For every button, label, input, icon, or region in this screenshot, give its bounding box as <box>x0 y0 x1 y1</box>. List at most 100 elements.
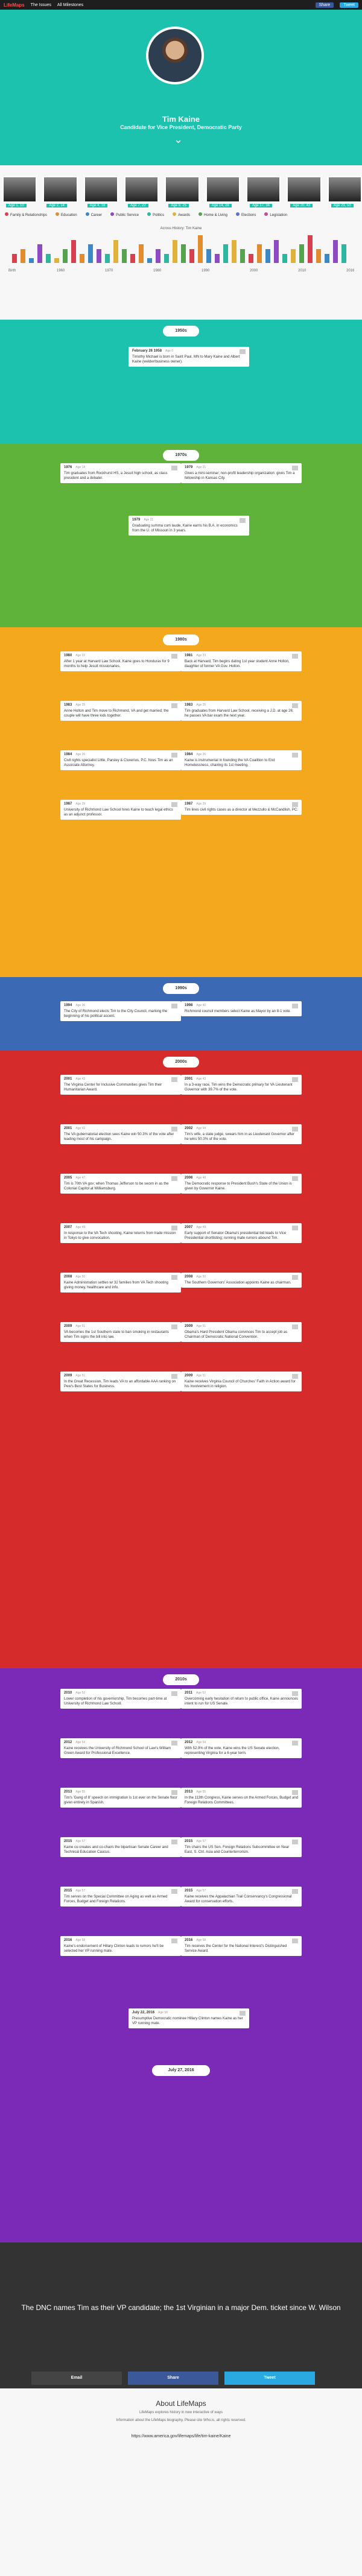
histogram-bar[interactable] <box>308 235 313 263</box>
milestone-card[interactable]: 2013 Age 55 Tim's 'Gang of 8' speech on im… <box>60 1788 181 1808</box>
histogram-bar[interactable] <box>12 253 17 263</box>
milestone-card[interactable]: 2001 Age 43 The VA gubernatorial election … <box>60 1124 181 1144</box>
histogram-bar[interactable] <box>325 253 329 263</box>
histogram-bar[interactable] <box>80 253 84 263</box>
histogram-bar[interactable] <box>291 249 296 263</box>
histogram-bar[interactable] <box>206 249 211 263</box>
milestone-card[interactable]: July 22, 2016 Age 58 Presumptive Democrati… <box>129 2008 249 2028</box>
milestone-card[interactable]: 2016 Age 58 Kaine's endorsement of Hillary… <box>60 1936 181 1956</box>
milestone-card[interactable]: 1983 Age 25 Anne Holton and Tim move to Ri… <box>60 701 181 721</box>
milestone-card[interactable]: February 26 1958 Age 0 Timothy Michael is … <box>129 347 249 367</box>
milestone-card[interactable]: 1984 Age 26 Civil rights specialist Little… <box>60 750 181 770</box>
photo-thumb[interactable]: Age 1, 10 <box>2 176 37 207</box>
histogram-bar[interactable] <box>122 249 127 263</box>
photo-thumb[interactable]: Age 7, 22 <box>124 176 159 207</box>
all-milestones-link[interactable]: All Milestones <box>57 2 84 7</box>
milestone-card[interactable]: 1980 Age 22 After 1 year at Harvard Law Sc… <box>60 651 181 671</box>
photo-thumb[interactable]: Age 20, 43 <box>287 176 322 207</box>
histogram-bar[interactable] <box>139 244 144 263</box>
legend-item[interactable]: Family & Relationships <box>5 212 47 226</box>
histogram-bar[interactable] <box>46 253 51 263</box>
histogram-bar[interactable] <box>274 239 279 263</box>
histogram-bar[interactable] <box>130 253 135 263</box>
facebook-share-button[interactable]: Share <box>315 2 334 8</box>
legend-item[interactable]: Public Service <box>110 212 139 226</box>
milestone-card[interactable]: 1979 Age 21 Graduating summa cum laude, Ka… <box>129 516 249 536</box>
milestone-card[interactable]: 2010 Age 52 Lower completion of his govern… <box>60 1689 181 1709</box>
legend-item[interactable]: Education <box>56 212 77 226</box>
milestone-card[interactable]: 2008 Age 50 Kaine Administration settles w… <box>60 1273 181 1293</box>
histogram-bar[interactable] <box>299 244 304 263</box>
milestone-card[interactable]: 2015 Age 57 Tim chairs the US Sen. Foreign… <box>181 1837 302 1857</box>
milestone-card[interactable]: 2002 Age 44 Tim's wife, a state judge, swe… <box>181 1124 302 1144</box>
tweet-button[interactable]: Tweet <box>224 2372 315 2385</box>
milestone-card[interactable]: 1979 Age 21 Gives a mini-seminar; non-prof… <box>181 463 302 483</box>
photo-thumb[interactable]: Age 2, 14 <box>43 176 78 207</box>
legend-item[interactable]: Politics <box>147 212 164 226</box>
milestone-card[interactable]: 1994 Age 36 The City of Richmond elects Ti… <box>60 1001 181 1021</box>
histogram-bar[interactable] <box>63 249 68 263</box>
histogram-bar[interactable] <box>181 244 186 263</box>
histogram-bar[interactable] <box>282 253 287 263</box>
histogram-bar[interactable] <box>265 249 270 263</box>
milestone-card[interactable]: 1998 Age 40 Richmond council members selec… <box>181 1001 302 1016</box>
histogram-bar[interactable] <box>29 258 34 263</box>
milestone-card[interactable]: 2013 Age 55 In the 113th Congress, Kaine s… <box>181 1788 302 1808</box>
histogram-bar[interactable] <box>147 258 152 263</box>
photo-thumb[interactable]: Age 23, 50 <box>327 176 362 207</box>
milestone-card[interactable]: 2007 Age 49 In response to the VA Tech sho… <box>60 1223 181 1243</box>
milestone-card[interactable]: 2007 Age 49 Early support of Senator Obama… <box>181 1223 302 1243</box>
milestone-card[interactable]: 1976 Age 18 Tim graduates from Rockhurst H… <box>60 463 181 483</box>
footer-link[interactable]: https://www.america.gov/lifemaps/life/ti… <box>131 2434 231 2438</box>
milestone-card[interactable]: 2012 Age 54 With 52.9% of the vote, Kaine … <box>181 1738 302 1758</box>
milestone-card[interactable]: 2015 Age 57 Kaine co-creates and co-chairs… <box>60 1837 181 1857</box>
milestone-card[interactable]: 2009 Age 51 Kaine receives Virginia Counci… <box>181 1372 302 1391</box>
histogram-bar[interactable] <box>232 239 237 263</box>
histogram-bar[interactable] <box>71 239 76 263</box>
milestone-card[interactable]: 2011 Age 53 Overcoming early hesitation of… <box>181 1689 302 1709</box>
milestone-card[interactable]: 2006 Age 48 The Democratic response to Pre… <box>181 1174 302 1194</box>
photo-thumb[interactable]: Age 17, 34 <box>246 176 281 207</box>
histogram-bar[interactable] <box>164 253 169 263</box>
milestone-card[interactable]: 1981 Age 23 Back at Harvard, Tim begins da… <box>181 651 302 671</box>
milestone-card[interactable]: 2005 Age 47 Tim is 70th VA gov; when Thoma… <box>60 1174 181 1194</box>
histogram-bar[interactable] <box>341 244 346 263</box>
histogram-bar[interactable] <box>21 249 25 263</box>
histogram-bar[interactable] <box>316 249 321 263</box>
histogram-bar[interactable] <box>105 253 110 263</box>
histogram-bar[interactable] <box>37 244 42 263</box>
milestone-card[interactable]: 2016 Age 58 Tim receives the Center for th… <box>181 1936 302 1956</box>
histogram-bar[interactable] <box>97 249 101 263</box>
histogram-bar[interactable] <box>156 249 160 263</box>
milestone-card[interactable]: 2001 Age 43 The Virginia Center for Inclus… <box>60 1075 181 1095</box>
share-button[interactable]: Share <box>128 2372 218 2385</box>
histogram-bar[interactable] <box>189 249 194 263</box>
histogram-bar[interactable] <box>173 239 177 263</box>
legend-item[interactable]: Awards <box>173 212 190 226</box>
histogram-bar[interactable] <box>257 244 262 263</box>
photo-thumb[interactable]: Age 9, 25 <box>165 176 200 207</box>
histogram-bar[interactable] <box>249 253 253 263</box>
milestone-card[interactable]: 2012 Age 54 Kaine receives the University … <box>60 1738 181 1758</box>
photo-thumb[interactable]: Age 4, 18 <box>83 176 118 207</box>
histogram-bar[interactable] <box>240 249 245 263</box>
email-button[interactable]: Email <box>31 2372 122 2385</box>
legend-item[interactable]: Career <box>85 212 102 226</box>
histogram-bar[interactable] <box>223 244 228 263</box>
milestone-card[interactable]: 1987 Age 29 Tim lines civil rights cases a… <box>181 800 302 815</box>
histogram-bar[interactable] <box>113 239 118 263</box>
histogram-bar[interactable] <box>54 258 59 263</box>
milestone-card[interactable]: 1987 Age 29 University of Richmond Law Sch… <box>60 800 181 820</box>
milestone-card[interactable]: 2009 Age 51 Obama's Hard President Obama c… <box>181 1322 302 1342</box>
legend-item[interactable]: Legislation <box>264 212 287 226</box>
histogram-bar[interactable] <box>88 244 93 263</box>
chevron-down-icon[interactable]: ⌄ <box>174 133 183 145</box>
milestone-card[interactable]: 2001 Age 43 In a 3-way race, Tim wins the … <box>181 1075 302 1095</box>
histogram-bar[interactable] <box>198 235 203 263</box>
milestone-card[interactable]: 2009 Age 51 VA becomes the 1st Southern st… <box>60 1322 181 1342</box>
photo-thumb[interactable]: Age 14, 28 <box>205 176 240 207</box>
milestone-card[interactable]: 2015 Age 57 Tim serves on the Special Comm… <box>60 1887 181 1907</box>
milestone-card[interactable]: 1983 Age 25 Tim graduates from Harvard Law… <box>181 701 302 721</box>
milestone-card[interactable]: 2008 Age 50 The Southern Governors' Associ… <box>181 1273 302 1288</box>
twitter-share-button[interactable]: Tweet <box>340 2 358 8</box>
